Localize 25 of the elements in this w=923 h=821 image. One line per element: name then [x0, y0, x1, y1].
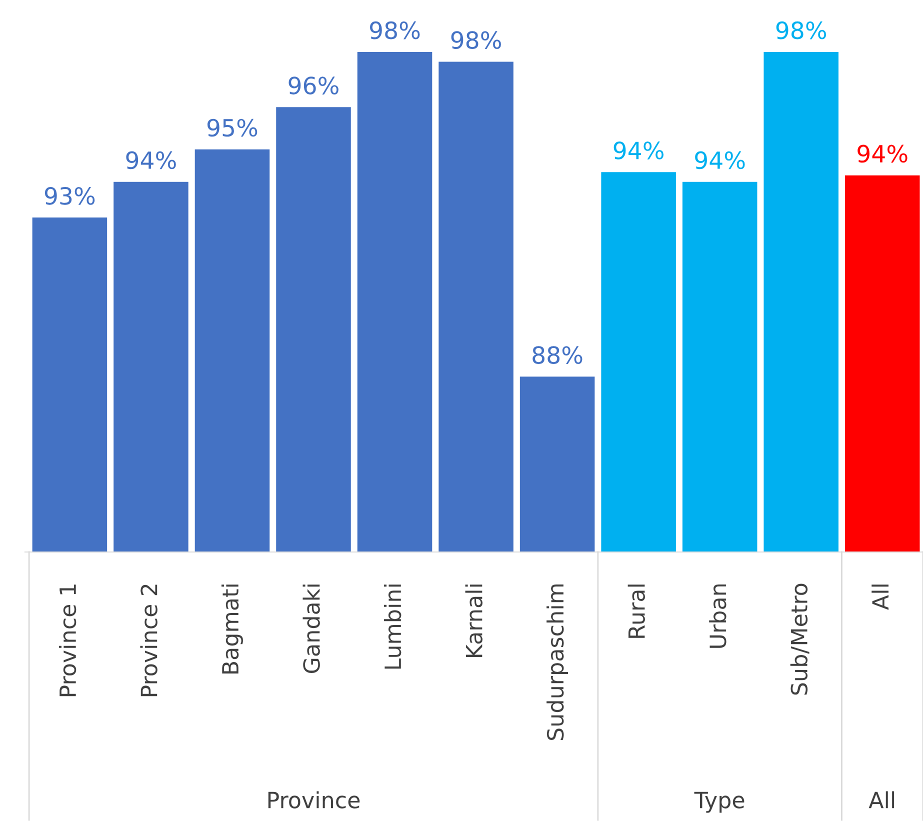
x-tick-label: Bagmati: [221, 584, 243, 674]
x-tick-label: Province 2: [140, 584, 158, 696]
x-tick-label: Province 1: [58, 584, 76, 696]
x-tick-label: Rural: [628, 584, 646, 638]
x-tick-label: Sub/Metro: [790, 584, 810, 695]
data-label: 95%: [207, 118, 258, 137]
data-label: 96%: [288, 76, 338, 94]
data-label: 94%: [858, 144, 908, 163]
annotation: Type: [694, 792, 744, 813]
data-label: 98%: [370, 21, 420, 40]
x-tick-label: Sudurpaschim: [546, 584, 568, 740]
x-tick-label: Karnali: [465, 584, 482, 657]
data-label: 98%: [451, 31, 501, 49]
x-tick-label: Gandaki: [302, 584, 320, 673]
data-label: 94%: [695, 151, 745, 170]
data-label: 93%: [44, 187, 95, 205]
data-label: 88%: [532, 346, 582, 364]
x-tick-label: All: [872, 584, 888, 610]
x-tick-label: Lumbini: [384, 584, 402, 669]
data-label: 98%: [776, 21, 826, 40]
x-tick-label: Urban: [709, 584, 726, 648]
annotation: All: [868, 791, 894, 808]
annotation: Province: [268, 791, 360, 808]
data-label: 94%: [614, 142, 664, 160]
data-label: 94%: [126, 151, 176, 170]
